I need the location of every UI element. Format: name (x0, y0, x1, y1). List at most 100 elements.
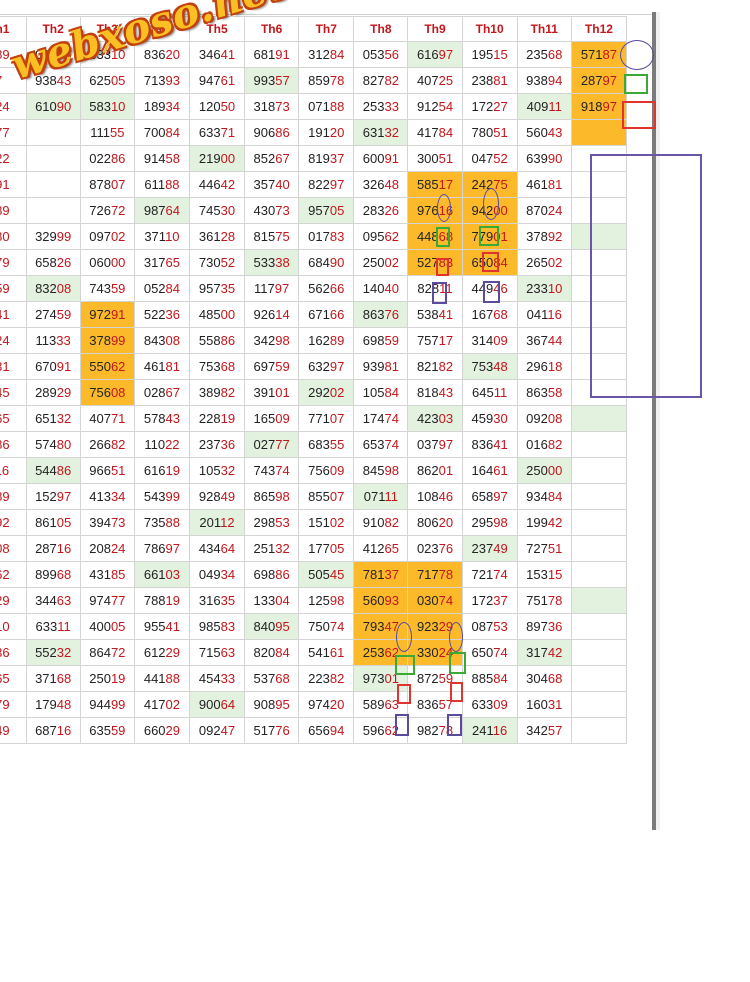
cell-tail-digits: 68 (438, 229, 454, 244)
cell-prefix: 730 (198, 255, 221, 270)
cell-prefix: 906 (253, 125, 276, 140)
result-cell: 25362 (353, 639, 409, 666)
cell-prefix: 250 (526, 463, 548, 478)
result-cell: 58963 (353, 691, 409, 718)
cell-tail-digits: 24 (547, 203, 563, 218)
result-cell: 63132 (353, 119, 409, 146)
result-cell (570, 327, 628, 354)
cell-tail-digits: 11 (439, 281, 453, 296)
cell-tail-digits: 29 (438, 619, 454, 634)
cell-prefix: 656 (308, 723, 330, 738)
cell-prefix: 342 (526, 723, 548, 738)
result-cell: 93894 (516, 67, 572, 94)
cell-prefix: 596 (362, 723, 385, 738)
cell-tail-digits: 59 (438, 671, 454, 686)
cell-prefix: 942 (471, 203, 494, 218)
result-cell: 66103 (133, 561, 190, 588)
result-cell: 98278 (407, 717, 463, 744)
cell-tail-digits: 03 (165, 567, 181, 582)
cell-tail-digits: 08 (547, 411, 563, 426)
cell-prefix: 562 (308, 281, 330, 296)
cell-tail-digits: 67 (165, 385, 181, 400)
table-row: 5220228691458219008526781937600913005104… (0, 145, 628, 172)
cell-prefix: 743 (253, 463, 276, 478)
result-cell: 27459 (25, 301, 81, 328)
cell-tail-digits: 65 (0, 671, 10, 686)
cell-tail-digits: 74 (493, 645, 508, 660)
cell-prefix: 152 (35, 489, 57, 504)
cell-prefix: 558 (198, 333, 221, 348)
result-cell: 63297 (298, 353, 355, 380)
result-cell: 54486 (25, 457, 81, 484)
cell-prefix: 265 (526, 255, 548, 270)
cell-tail-digits: 97 (438, 437, 454, 452)
cell-prefix: 431 (89, 567, 111, 582)
cell-tail-digits: 97 (602, 73, 617, 88)
cell-prefix: 413 (89, 489, 111, 504)
result-cell: 522 (0, 145, 27, 172)
results-grid: Th1Th2Th3Th4Th5Th6Th7Th8Th9Th10Th11Th12 … (0, 16, 628, 744)
result-cell: 14040 (353, 275, 409, 302)
result-cell: 265 (0, 405, 27, 432)
result-cell: 94761 (188, 67, 246, 94)
result-cell: 841 (0, 301, 27, 328)
result-cell: 36744 (516, 327, 572, 354)
cell-tail-digits: 79 (0, 255, 10, 270)
cell-tail-digits: 74 (275, 463, 290, 478)
cell-prefix: 087 (471, 619, 494, 634)
cell-prefix: 296 (526, 359, 548, 374)
cell-tail-digits: 24 (0, 333, 10, 348)
cell-tail-digits: 52 (493, 151, 508, 166)
cell-tail-digits: 82 (438, 359, 454, 374)
cell-prefix: 449 (471, 281, 494, 296)
cell-tail-digits: 98 (493, 515, 508, 530)
cell-tail-digits: 84 (275, 645, 290, 660)
cell-prefix: 832 (35, 281, 57, 296)
result-cell: 39473 (79, 509, 135, 536)
cell-prefix: 538 (416, 307, 439, 322)
cell-tail-digits: 16 (56, 723, 72, 738)
result-cell: 75368 (188, 353, 246, 380)
table-row: 8246109058310189341205031873071882533391… (0, 93, 628, 120)
cell-prefix: 697 (253, 359, 276, 374)
cell-prefix: 165 (253, 411, 276, 426)
result-cell: 58517 (407, 171, 463, 198)
result-cell (570, 457, 628, 484)
cell-tail-digits: 05 (56, 515, 72, 530)
cell-tail-digits: 91 (56, 359, 72, 374)
result-cell (570, 691, 628, 718)
cell-tail-digits: 61 (329, 645, 345, 660)
cell-prefix: 446 (198, 177, 221, 192)
result-cell: 329 (0, 587, 27, 614)
cell-tail-digits: 57 (547, 723, 563, 738)
cell-tail-digits: 95 (275, 697, 290, 712)
result-cell: 78051 (461, 119, 518, 146)
cell-tail-digits: 08 (0, 541, 10, 556)
result-cell: 68490 (298, 249, 355, 276)
cell-tail-digits: 93 (165, 73, 181, 88)
result-cell: 23568 (516, 41, 572, 68)
result-cell: 54161 (298, 639, 355, 666)
cell-tail-digits: 11 (548, 99, 562, 114)
cell-prefix: 938 (526, 73, 548, 88)
result-cell: 51776 (244, 717, 300, 744)
result-cell: 63311 (25, 613, 81, 640)
cell-prefix: 105 (362, 385, 385, 400)
cell-tail-digits: 48 (384, 177, 399, 192)
result-cell (570, 431, 628, 458)
cell-tail-digits: 41 (438, 307, 454, 322)
cell-tail-digits: 01 (275, 385, 290, 400)
table-row: 2656513240771578432281916509771071747442… (0, 405, 628, 432)
cell-tail-digits: 97 (165, 541, 181, 556)
result-cell: 02867 (133, 379, 190, 406)
cell-tail-digits: 43 (547, 125, 563, 140)
cell-prefix: 861 (35, 515, 57, 530)
cell-tail-digits: 94 (329, 723, 345, 738)
cell-tail-digits: 84 (165, 281, 181, 296)
cell-prefix: 914 (143, 151, 166, 166)
cell-tail-digits: 88 (165, 515, 181, 530)
cell-prefix: 318 (253, 99, 276, 114)
cell-tail-digits: 77 (0, 125, 10, 140)
result-cell: 116 (0, 457, 27, 484)
result-cell: 44642 (188, 171, 246, 198)
